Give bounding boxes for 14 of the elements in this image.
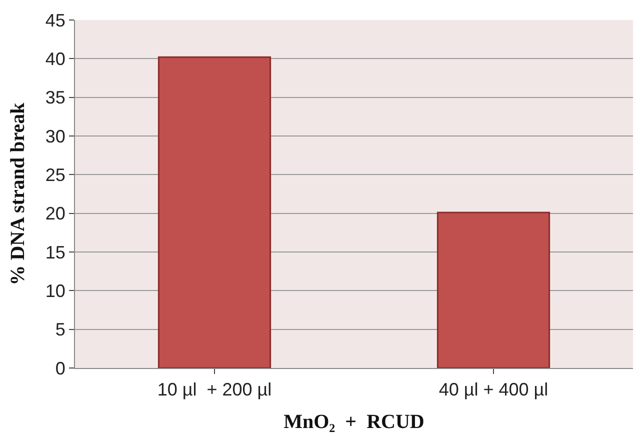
y-tick-label: 40 [45,48,66,69]
x-axis-title: MnO₂ + RCUD [284,411,424,434]
y-tick-label: 20 [45,204,66,224]
x-tick-label: 40 µl + 400 µl [438,380,548,400]
y-tick-label: 15 [45,242,66,262]
y-tick-label: 5 [55,320,66,340]
y-tick-label: 0 [55,358,66,378]
x-tick-label: 10 µl + 200 µl [157,380,272,400]
y-tick-label: 35 [45,88,66,108]
y-tick-label: 10 [45,280,66,301]
y-tick-label: 45 [45,10,66,30]
y-axis-title: % DNA strand break [6,102,29,286]
y-tick-label: 30 [45,126,66,146]
y-tick-label: 25 [45,164,66,185]
